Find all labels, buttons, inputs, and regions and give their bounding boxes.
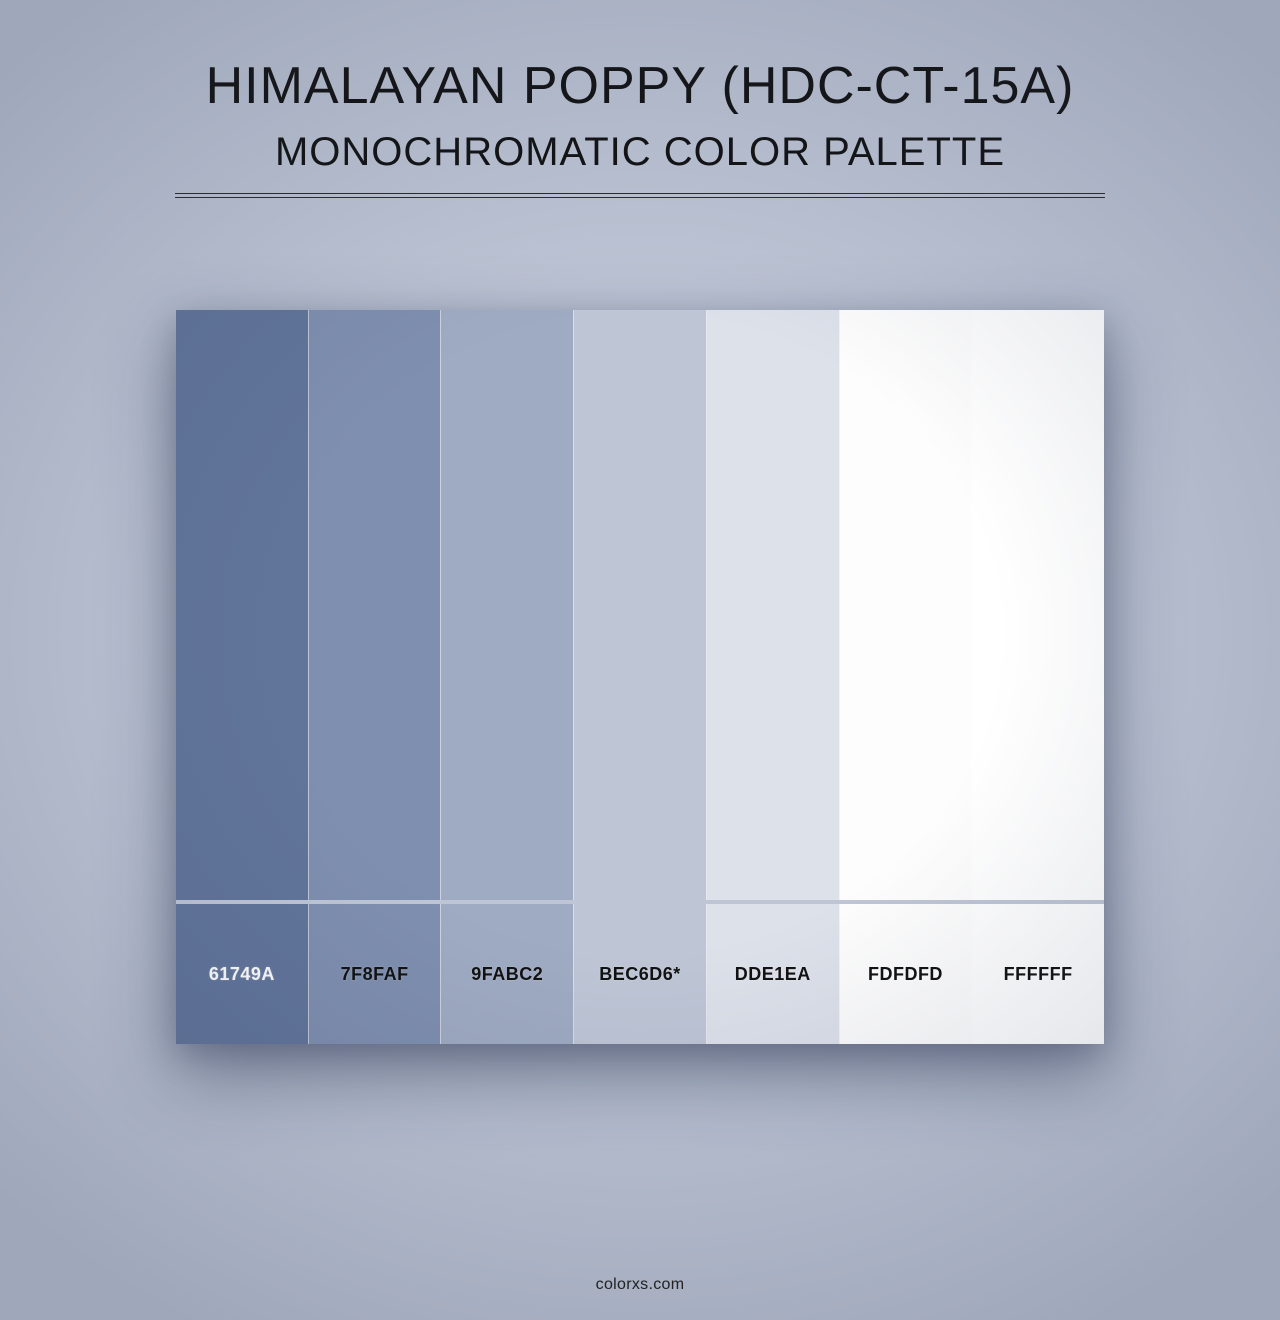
label-row: 61749A 7F8FAF 9FABC2 BEC6D6* DDE1EA FDFD… — [176, 904, 1104, 1044]
palette-title: HIMALAYAN POPPY (HDC-CT-15A) — [175, 56, 1105, 116]
swatch-1 — [309, 310, 442, 900]
swatch-6 — [972, 310, 1104, 900]
swatch-row — [176, 310, 1104, 900]
swatch-label-2: 9FABC2 — [441, 904, 574, 1044]
palette-card: HIMALAYAN POPPY (HDC-CT-15A) MONOCHROMAT… — [0, 0, 1280, 1320]
swatch-label-4: DDE1EA — [707, 904, 840, 1044]
swatch-label-5: FDFDFD — [840, 904, 973, 1044]
swatch-label-6: FFFFFF — [972, 904, 1104, 1044]
header: HIMALAYAN POPPY (HDC-CT-15A) MONOCHROMAT… — [175, 56, 1105, 175]
swatch-0 — [176, 310, 309, 900]
swatch-2 — [441, 310, 574, 900]
swatch-label-0: 61749A — [176, 904, 309, 1044]
swatch-4 — [707, 310, 840, 900]
swatch-5 — [840, 310, 973, 900]
footer-credit: colorxs.com — [0, 1276, 1280, 1294]
palette-subtitle: MONOCHROMATIC COLOR PALETTE — [175, 130, 1105, 175]
swatch-label-3: BEC6D6* — [574, 904, 707, 1044]
header-rule — [175, 193, 1105, 198]
swatch-3 — [574, 310, 707, 900]
swatch-label-1: 7F8FAF — [309, 904, 442, 1044]
palette: 61749A 7F8FAF 9FABC2 BEC6D6* DDE1EA FDFD… — [176, 310, 1104, 1044]
